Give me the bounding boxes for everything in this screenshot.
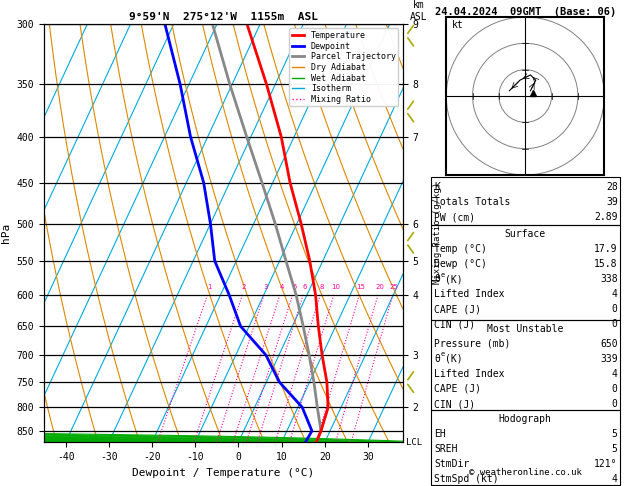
Text: (K): (K) [445,274,462,284]
Text: 4: 4 [612,289,618,299]
Text: EH: EH [434,429,446,439]
Text: km
ASL: km ASL [409,0,427,22]
Text: © weatheronline.co.uk: © weatheronline.co.uk [469,468,582,477]
Text: 5: 5 [292,284,296,290]
Text: 8: 8 [320,284,324,290]
Text: 20: 20 [375,284,384,290]
Text: 15.8: 15.8 [594,259,618,269]
Text: 1: 1 [207,284,211,290]
Text: 17.9: 17.9 [594,244,618,254]
Text: (K): (K) [445,354,462,364]
Text: 4: 4 [612,474,618,484]
Text: Surface: Surface [504,229,546,239]
Text: Hodograph: Hodograph [499,414,552,424]
Text: e: e [441,272,445,278]
Text: CIN (J): CIN (J) [434,399,475,409]
Text: CAPE (J): CAPE (J) [434,384,481,394]
Text: 6: 6 [303,284,307,290]
Text: Temp (°C): Temp (°C) [434,244,487,254]
Text: 39: 39 [606,197,618,208]
Text: 5: 5 [612,444,618,454]
Text: Lifted Index: Lifted Index [434,369,504,379]
Text: 24.04.2024  09GMT  (Base: 06): 24.04.2024 09GMT (Base: 06) [435,7,616,17]
Text: 2.89: 2.89 [594,212,618,223]
Text: StmSpd (kt): StmSpd (kt) [434,474,499,484]
Text: PW (cm): PW (cm) [434,212,475,223]
Text: θ: θ [434,354,440,364]
Text: CIN (J): CIN (J) [434,319,475,330]
Text: 650: 650 [600,339,618,349]
Text: 3: 3 [264,284,268,290]
Text: 121°: 121° [594,459,618,469]
Text: θ: θ [434,274,440,284]
Text: SREH: SREH [434,444,457,454]
X-axis label: Dewpoint / Temperature (°C): Dewpoint / Temperature (°C) [132,468,314,478]
Title: 9°59'N  275°12'W  1155m  ASL: 9°59'N 275°12'W 1155m ASL [129,12,318,22]
Text: Mixing Ratio (g/kg): Mixing Ratio (g/kg) [433,182,442,284]
Text: 5: 5 [612,429,618,439]
Text: e: e [441,351,445,357]
Text: Dewp (°C): Dewp (°C) [434,259,487,269]
Text: Pressure (mb): Pressure (mb) [434,339,510,349]
Text: 338: 338 [600,274,618,284]
Legend: Temperature, Dewpoint, Parcel Trajectory, Dry Adiabat, Wet Adiabat, Isotherm, Mi: Temperature, Dewpoint, Parcel Trajectory… [289,29,398,106]
Text: Totals Totals: Totals Totals [434,197,510,208]
Text: Most Unstable: Most Unstable [487,324,564,334]
Text: 339: 339 [600,354,618,364]
Text: LCL: LCL [406,438,422,447]
Text: 4: 4 [612,369,618,379]
Text: Lifted Index: Lifted Index [434,289,504,299]
Text: 15: 15 [357,284,365,290]
Y-axis label: hPa: hPa [1,223,11,243]
Text: 10: 10 [331,284,340,290]
Text: 0: 0 [612,319,618,330]
Text: StmDir: StmDir [434,459,469,469]
Text: 28: 28 [606,182,618,192]
Text: 0: 0 [612,399,618,409]
Text: kt: kt [452,19,463,30]
Text: 2: 2 [242,284,246,290]
Text: 25: 25 [390,284,399,290]
Text: K: K [434,182,440,192]
Text: CAPE (J): CAPE (J) [434,304,481,314]
Text: 4: 4 [279,284,284,290]
Text: 0: 0 [612,304,618,314]
Text: 0: 0 [612,384,618,394]
